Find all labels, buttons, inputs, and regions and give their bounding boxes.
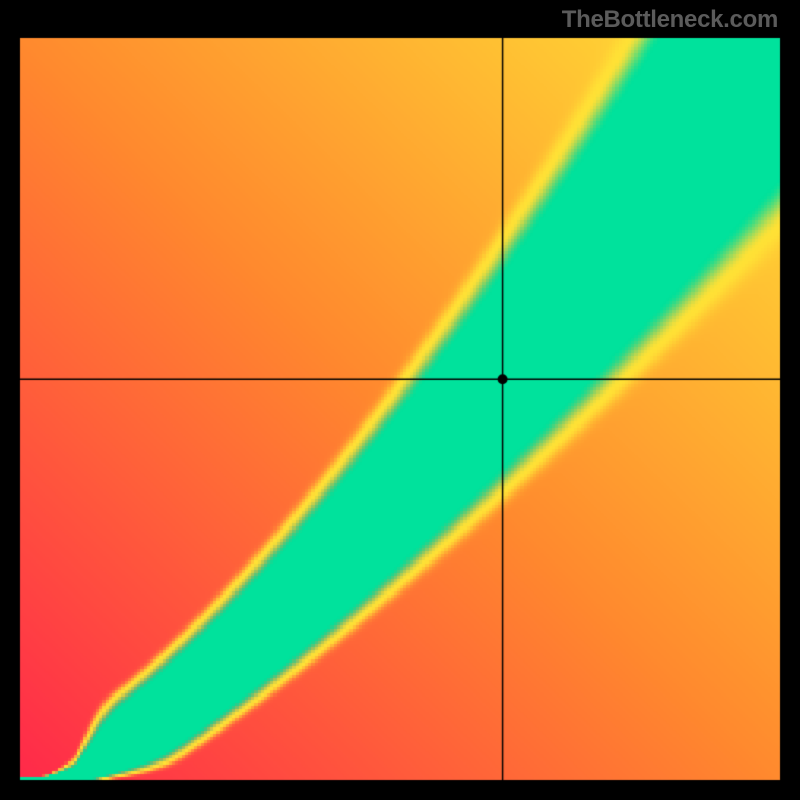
- heatmap-canvas: [0, 0, 800, 800]
- chart-container: TheBottleneck.com: [0, 0, 800, 800]
- watermark-text: TheBottleneck.com: [562, 6, 778, 34]
